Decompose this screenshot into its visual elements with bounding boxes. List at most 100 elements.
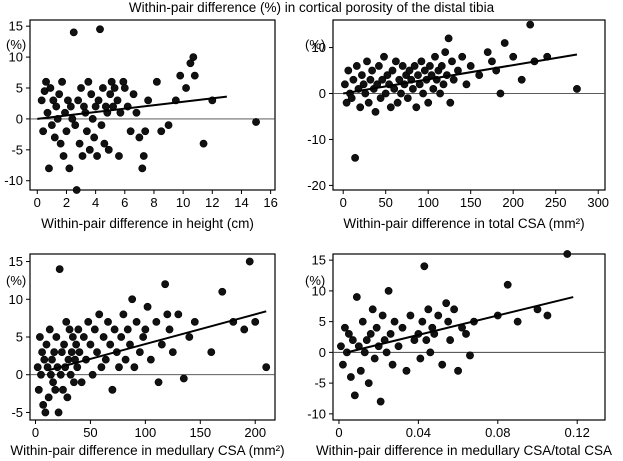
- data-point: [450, 305, 459, 314]
- data-point: [340, 80, 349, 89]
- data-point: [526, 20, 535, 29]
- data-point: [69, 28, 78, 37]
- y-tick-label: 15: [9, 254, 23, 269]
- data-point: [418, 317, 427, 326]
- data-point: [129, 90, 138, 99]
- data-point: [405, 66, 414, 75]
- data-point: [96, 25, 104, 34]
- x-axis-label: Within-pair difference in height (cm): [41, 216, 254, 231]
- data-point: [383, 71, 392, 80]
- data-point: [94, 96, 103, 105]
- data-point: [45, 164, 53, 173]
- data-point: [97, 363, 106, 372]
- data-point: [364, 98, 373, 107]
- x-tick-label: 14: [234, 195, 248, 210]
- data-point: [359, 80, 368, 89]
- data-point: [52, 333, 61, 341]
- data-point: [358, 317, 367, 326]
- data-point: [88, 115, 97, 123]
- data-point: [503, 280, 512, 289]
- x-axis-label: Within-pair difference in total CSA (mm²…: [343, 216, 584, 231]
- data-point: [344, 66, 353, 75]
- data-point: [438, 360, 447, 369]
- data-point: [139, 333, 148, 341]
- data-point: [99, 84, 107, 92]
- data-point: [143, 302, 152, 311]
- data-point: [117, 333, 126, 341]
- data-point: [350, 391, 359, 400]
- data-point: [77, 378, 86, 387]
- data-point: [251, 318, 260, 326]
- panel-top-left: 0 2 4 6 8 10 12 14 16 -10 -5 0 5 10 15 (%) Within-pair d…: [4, 19, 278, 231]
- data-point: [466, 62, 475, 70]
- x-tick-label: 6: [121, 195, 128, 210]
- data-point: [33, 363, 42, 372]
- data-point: [40, 355, 49, 364]
- data-point: [141, 325, 150, 334]
- y-tick-label: 5: [319, 314, 326, 329]
- data-point: [39, 401, 48, 409]
- data-point: [132, 108, 141, 117]
- data-point: [104, 145, 113, 154]
- data-point: [406, 311, 415, 320]
- data-point: [351, 153, 359, 162]
- data-point: [386, 103, 395, 112]
- data-point: [446, 336, 455, 344]
- data-point: [475, 71, 484, 80]
- data-point: [466, 351, 474, 360]
- data-point: [185, 333, 194, 341]
- data-point: [403, 94, 412, 103]
- data-point: [54, 408, 63, 417]
- x-tick-label: 16: [263, 195, 277, 210]
- x-tick-label: 100: [417, 195, 439, 210]
- x-tick-label: 150: [460, 195, 482, 210]
- x-tick-label: 200: [502, 195, 524, 210]
- data-point: [420, 262, 429, 271]
- y-tick-label: -5: [11, 405, 23, 420]
- x-tick-label: 0.08: [485, 425, 510, 440]
- data-point: [462, 330, 470, 338]
- data-point: [139, 152, 148, 160]
- data-point: [55, 265, 64, 273]
- x-tick-label: 2: [63, 195, 70, 210]
- data-point: [74, 96, 83, 105]
- data-point: [152, 318, 161, 326]
- data-point: [65, 164, 74, 173]
- x-axis-label: Within-pair difference in medullary CSA/…: [316, 443, 612, 458]
- data-point: [88, 370, 97, 379]
- data-point: [121, 355, 130, 364]
- data-point: [71, 121, 80, 129]
- data-point: [37, 96, 46, 105]
- y-axis-label: (%): [305, 37, 325, 52]
- y-axis-label: (%): [305, 273, 325, 288]
- regression-line: [343, 53, 578, 95]
- data-point: [146, 355, 155, 364]
- data-point: [391, 57, 400, 66]
- data-point: [398, 323, 407, 332]
- data-point: [50, 348, 59, 356]
- x-tick-label: 8: [150, 195, 157, 210]
- data-point: [46, 370, 55, 379]
- data-point: [154, 378, 163, 387]
- x-tick-label: 10: [176, 195, 190, 210]
- data-point: [82, 127, 91, 136]
- data-point: [357, 71, 366, 80]
- data-point: [70, 378, 78, 387]
- data-point: [141, 127, 150, 136]
- data-point: [424, 98, 433, 107]
- data-point: [446, 98, 455, 107]
- y-tick-label: 10: [312, 40, 326, 55]
- data-point: [48, 355, 56, 364]
- data-point: [43, 108, 52, 117]
- x-tick-label: 4: [92, 195, 99, 210]
- data-point: [378, 75, 387, 84]
- data-point: [165, 325, 174, 334]
- data-point: [394, 342, 403, 351]
- regression-line: [48, 310, 267, 372]
- data-point: [86, 340, 95, 349]
- data-point: [106, 90, 115, 99]
- data-point: [483, 48, 492, 57]
- data-point: [135, 133, 144, 142]
- data-point: [168, 348, 177, 356]
- data-point: [99, 333, 108, 341]
